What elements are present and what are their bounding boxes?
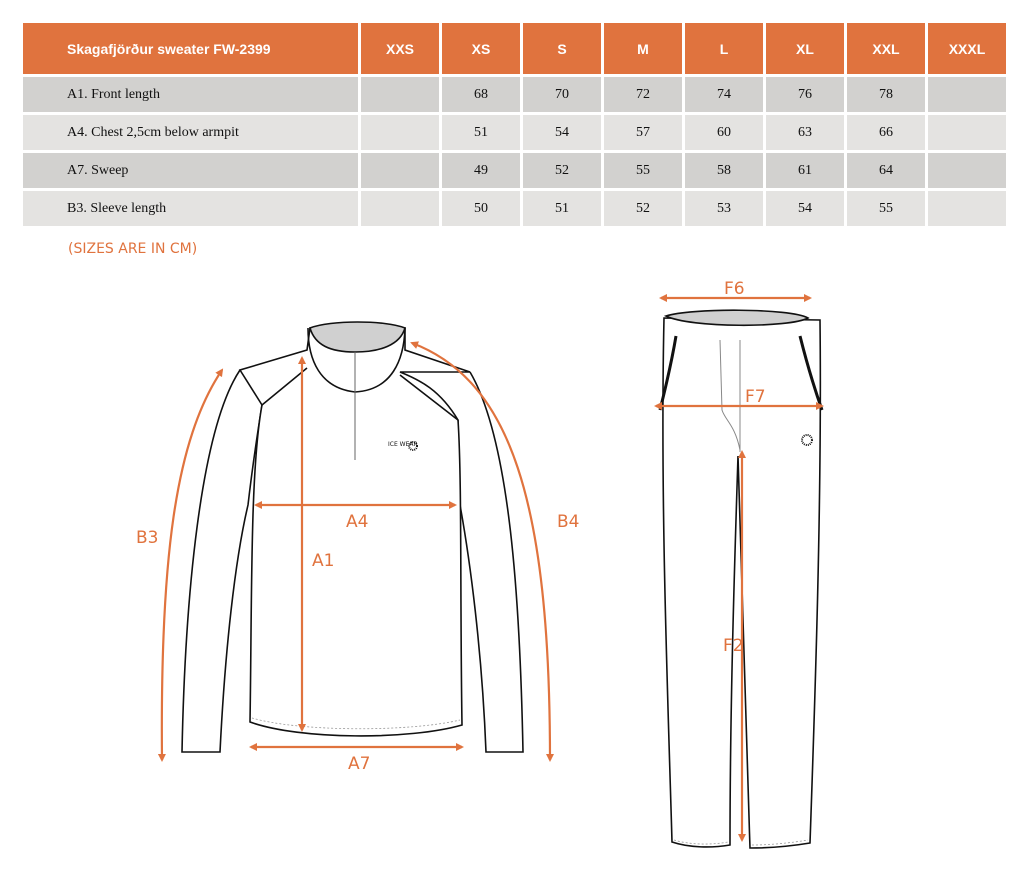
measurement-value: 49 <box>442 153 520 188</box>
table-row: A7. Sweep 49 52 55 58 61 64 <box>23 153 1006 188</box>
measurement-value: 51 <box>442 115 520 150</box>
measurement-value <box>361 115 439 150</box>
measurement-value: 51 <box>523 191 601 226</box>
arrow-b4 <box>410 341 554 762</box>
measurement-value <box>928 77 1006 112</box>
table-row: A1. Front length 68 70 72 74 76 78 <box>23 77 1006 112</box>
size-header: XXL <box>847 23 925 74</box>
size-header: XXS <box>361 23 439 74</box>
measurement-value <box>928 115 1006 150</box>
measurement-value: 54 <box>523 115 601 150</box>
measurement-value: 53 <box>685 191 763 226</box>
measurement-label: A7. Sweep <box>23 153 358 188</box>
units-note: (SIZES ARE IN CM) <box>68 241 198 257</box>
measurement-value: 60 <box>685 115 763 150</box>
size-header: L <box>685 23 763 74</box>
arrow-b3 <box>157 368 224 762</box>
measurement-value: 52 <box>604 191 682 226</box>
measurement-value: 76 <box>766 77 844 112</box>
snowflake-logo-icon <box>801 434 813 446</box>
label-b4: B4 <box>557 512 579 532</box>
measurement-value: 55 <box>847 191 925 226</box>
measurement-value: 68 <box>442 77 520 112</box>
measurement-value: 74 <box>685 77 763 112</box>
label-f2: F2 <box>723 636 744 656</box>
measurement-value <box>361 153 439 188</box>
label-a7: A7 <box>348 754 370 774</box>
size-header: XL <box>766 23 844 74</box>
sweater-drawing: ICE WEAR <box>181 321 524 753</box>
measurement-value: 57 <box>604 115 682 150</box>
label-a1: A1 <box>312 551 334 571</box>
pants-drawing <box>658 309 824 849</box>
measurement-value: 72 <box>604 77 682 112</box>
label-b3: B3 <box>136 528 158 548</box>
measurement-label: B3. Sleeve length <box>23 191 358 226</box>
measurement-value: 55 <box>604 153 682 188</box>
size-header: XXXL <box>928 23 1006 74</box>
table-row: A4. Chest 2,5cm below armpit 51 54 57 60 63 66 <box>23 115 1006 150</box>
table-row: B3. Sleeve length 50 51 52 53 54 55 <box>23 191 1006 226</box>
measurement-value: 50 <box>442 191 520 226</box>
measurement-value: 64 <box>847 153 925 188</box>
measurement-value <box>361 77 439 112</box>
measurement-value: 70 <box>523 77 601 112</box>
measurement-label: A1. Front length <box>23 77 358 112</box>
measurement-value: 63 <box>766 115 844 150</box>
measurement-value: 58 <box>685 153 763 188</box>
measurement-value: 61 <box>766 153 844 188</box>
measurement-value <box>928 191 1006 226</box>
size-header: XS <box>442 23 520 74</box>
measurement-value <box>361 191 439 226</box>
size-table: Skagafjörður sweater FW-2399 XXS XS S M … <box>20 20 1009 229</box>
measurement-arrows <box>157 294 824 842</box>
measurement-value: 52 <box>523 153 601 188</box>
measurement-value: 66 <box>847 115 925 150</box>
logo-text: ICE WEAR <box>388 441 418 448</box>
measurement-value <box>928 153 1006 188</box>
label-f7: F7 <box>745 387 766 407</box>
table-title: Skagafjörður sweater FW-2399 <box>23 23 358 74</box>
measurement-value: 78 <box>847 77 925 112</box>
measurement-value: 54 <box>766 191 844 226</box>
label-f6: F6 <box>724 279 745 299</box>
size-header: M <box>604 23 682 74</box>
measurement-label: A4. Chest 2,5cm below armpit <box>23 115 358 150</box>
label-a4: A4 <box>346 512 368 532</box>
size-header: S <box>523 23 601 74</box>
